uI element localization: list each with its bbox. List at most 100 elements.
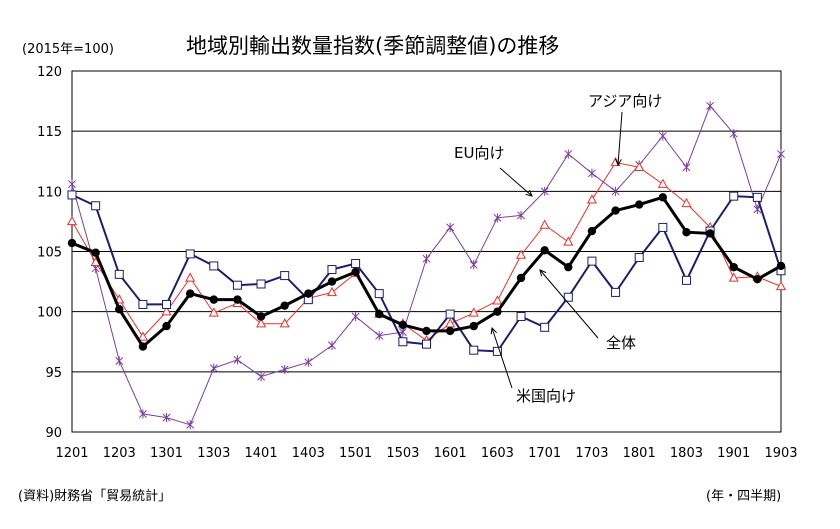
annotation-arrow-eu: [499, 167, 532, 196]
data-point: [445, 326, 455, 336]
data-point: [681, 197, 692, 208]
data-point: [375, 331, 384, 341]
data-point: [729, 128, 738, 139]
x-tick-label: 1703: [575, 446, 608, 461]
data-point: [233, 355, 242, 365]
data-point: [492, 295, 503, 305]
series-2: [67, 190, 786, 356]
data-point: [775, 280, 787, 291]
data-point: [634, 253, 644, 263]
x-tick-label: 1503: [386, 446, 419, 461]
y-tick-label: 105: [37, 246, 62, 261]
data-point: [186, 420, 195, 430]
data-point: [635, 200, 644, 209]
data-point: [611, 287, 621, 297]
data-point: [91, 201, 101, 211]
y-tick-label: 115: [37, 125, 62, 140]
x-tick-label: 1201: [55, 446, 88, 461]
data-point: [752, 192, 762, 202]
data-point: [469, 345, 479, 355]
data-point: [280, 271, 290, 281]
data-point: [162, 321, 171, 331]
data-point: [327, 277, 337, 286]
data-point: [657, 178, 668, 188]
data-point: [658, 131, 667, 141]
data-point: [563, 292, 573, 302]
unit-note: (2015年=100): [22, 42, 114, 57]
data-point: [351, 259, 361, 269]
data-point: [469, 260, 478, 270]
data-point: [138, 299, 148, 309]
data-point: [257, 372, 266, 382]
chart-title: 地域別輸出数量指数(季節調整値)の推移: [186, 34, 560, 58]
data-point: [540, 186, 549, 196]
x-tick-label: 1603: [481, 446, 514, 461]
x-tick-label: 1903: [764, 446, 797, 461]
data-point: [493, 213, 502, 223]
x-tick-label: 1401: [245, 446, 278, 461]
data-point: [209, 261, 219, 271]
annotation-arrow-total: [540, 270, 599, 339]
data-point: [468, 307, 479, 317]
data-point: [422, 326, 431, 336]
series-line: [71, 195, 782, 349]
data-point: [161, 306, 172, 316]
data-point: [540, 246, 549, 255]
data-point: [634, 161, 645, 171]
x-tick-label: 1701: [528, 446, 561, 461]
data-point: [67, 238, 77, 248]
data-point: [539, 219, 550, 229]
series-0: [68, 101, 785, 430]
x-tick-label: 1301: [150, 446, 183, 461]
data-point: [658, 222, 668, 232]
data-point: [729, 262, 738, 272]
data-point: [66, 215, 78, 226]
y-tick-label: 100: [37, 306, 62, 321]
data-point: [162, 412, 171, 423]
series-lines: [66, 101, 787, 430]
series-3: [67, 193, 786, 351]
data-point: [68, 179, 76, 189]
data-point: [516, 311, 526, 321]
data-point: [115, 356, 124, 366]
data-point: [587, 168, 596, 178]
data-point: [185, 272, 196, 282]
data-point: [375, 309, 384, 319]
data-point: [138, 409, 147, 419]
annotation-arrow-us: [492, 328, 513, 389]
data-point: [351, 267, 360, 277]
y-tick-label: 110: [37, 185, 62, 200]
data-point: [517, 210, 525, 220]
y-tick-label: 95: [45, 366, 62, 381]
axis-labels: 90 95 100 105 110 115 120 1201 1203 1301 1303 1401 1…: [37, 65, 797, 461]
data-point: [208, 307, 219, 317]
data-point: [185, 289, 195, 298]
annotation-arrow-asia: [618, 111, 623, 165]
data-point: [256, 279, 266, 289]
x-tick-label: 1203: [103, 446, 136, 461]
data-point: [658, 193, 668, 202]
y-tick-label: 120: [37, 65, 62, 80]
data-point: [256, 318, 267, 328]
data-point: [114, 269, 124, 279]
data-point: [564, 262, 573, 272]
data-point: [67, 190, 77, 200]
data-point: [728, 272, 739, 282]
data-point: [304, 357, 313, 367]
series-line: [71, 104, 782, 426]
annotation-label-eu: EU向け: [454, 144, 504, 162]
data-point: [469, 321, 478, 331]
data-point: [280, 301, 289, 310]
data-point: [398, 320, 408, 330]
data-point: [422, 339, 431, 349]
data-point: [422, 254, 431, 264]
source-note: (資料)財務省「貿易統計」: [18, 489, 172, 504]
y-tick-label: 90: [45, 426, 62, 441]
data-point: [682, 162, 691, 172]
data-point: [611, 186, 620, 196]
x-tick-label: 1403: [292, 446, 325, 461]
data-point: [280, 364, 289, 375]
data-point: [753, 274, 762, 284]
data-point: [326, 286, 338, 297]
data-point: [540, 322, 550, 332]
